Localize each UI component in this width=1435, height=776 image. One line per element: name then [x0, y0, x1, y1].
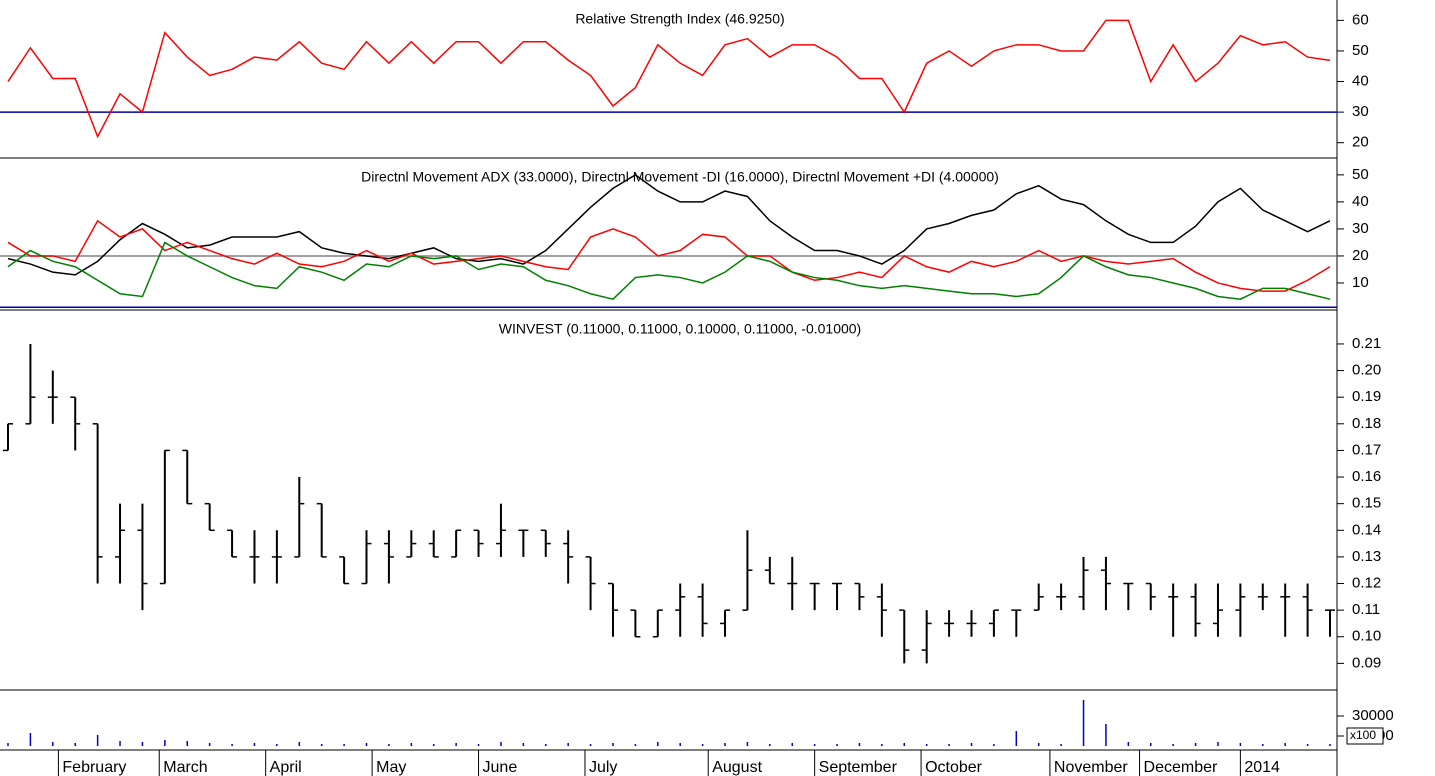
y-tick-label: 50: [1352, 166, 1369, 183]
x-tick-label: July: [589, 759, 617, 776]
y-tick-label: 0.12: [1352, 574, 1381, 591]
y-tick-label: 30000: [1352, 707, 1394, 724]
series-line: [7, 19, 1331, 139]
series-line: [7, 219, 1331, 292]
panel-title: WINVEST (0.11000, 0.11000, 0.10000, 0.11…: [499, 321, 861, 337]
panel-title: Directnl Movement ADX (33.0000), Directn…: [361, 169, 999, 185]
y-tick-label: 0.20: [1352, 362, 1381, 379]
y-tick-label: 0.14: [1352, 521, 1381, 538]
x-tick-label: 2014: [1244, 759, 1280, 776]
series-line: [7, 241, 1331, 301]
x-tick-label: November: [1054, 759, 1128, 776]
x-tick-label: June: [483, 759, 518, 776]
y-tick-label: 0.16: [1352, 468, 1381, 485]
x-tick-label: October: [925, 759, 983, 776]
y-tick-label: 40: [1352, 72, 1369, 89]
y-tick-label: 0.09: [1352, 654, 1381, 671]
x-tick-label: August: [712, 759, 762, 776]
y-tick-label: 10: [1352, 274, 1369, 291]
panel-title: Relative Strength Index (46.9250): [575, 11, 784, 27]
y-tick-label: 0.17: [1352, 441, 1381, 458]
y-tick-label: 40: [1352, 193, 1369, 210]
x-tick-label: March: [163, 759, 207, 776]
y-tick-label: 0.19: [1352, 388, 1381, 405]
x-tick-label: May: [376, 759, 406, 776]
annotation: x100: [1350, 728, 1376, 742]
x-tick-label: September: [819, 759, 898, 776]
annotation-box: [1346, 727, 1384, 745]
x-tick-label: December: [1144, 759, 1218, 776]
x-tick-label: April: [270, 759, 302, 776]
y-tick-label: 0.13: [1352, 548, 1381, 565]
y-tick-label: 20: [1352, 134, 1369, 151]
series-line: [7, 173, 1331, 276]
y-tick-label: 20: [1352, 247, 1369, 264]
x-tick-label: February: [62, 759, 126, 776]
y-tick-label: 30: [1352, 220, 1369, 237]
y-tick-label: 0.21: [1352, 335, 1381, 352]
y-tick-label: 0.10: [1352, 628, 1381, 645]
y-tick-label: 30: [1352, 103, 1369, 120]
y-tick-label: 0.11: [1352, 601, 1380, 618]
y-tick-label: 50: [1352, 42, 1369, 59]
y-tick-label: 0.18: [1352, 415, 1381, 432]
y-tick-label: 60: [1352, 11, 1369, 28]
y-tick-label: 0.15: [1352, 495, 1381, 512]
